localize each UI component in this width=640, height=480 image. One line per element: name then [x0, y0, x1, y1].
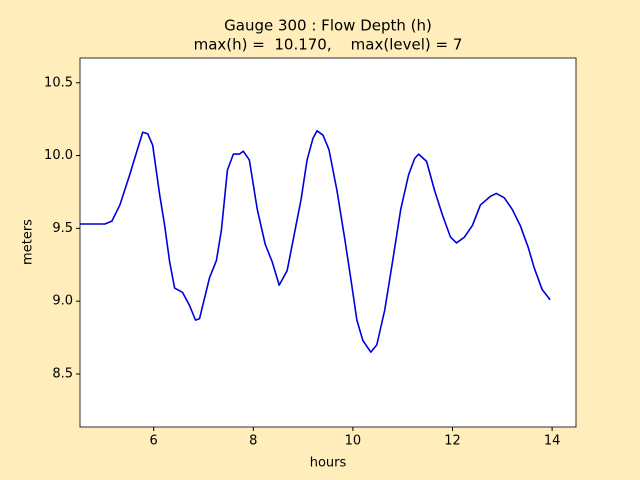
- y-axis-label: meters: [21, 219, 36, 265]
- x-tick-label: 12: [444, 434, 461, 449]
- title-line: max(h) = 10.170, max(level) = 7: [194, 36, 463, 54]
- y-tick-label: 8.5: [52, 366, 73, 381]
- y-tick-label: 9.0: [52, 294, 73, 309]
- axes-frame: [79, 57, 577, 428]
- x-tick-label: 14: [544, 434, 561, 449]
- y-tick-label: 9.5: [52, 221, 73, 236]
- y-tick-label: 10.0: [44, 148, 73, 163]
- y-tick-label: 10.5: [44, 75, 73, 90]
- data-line: [80, 130, 551, 353]
- x-tick-label: 8: [249, 434, 257, 449]
- x-tick-label: 6: [150, 434, 158, 449]
- title-line: Gauge 300 : Flow Depth (h): [224, 17, 432, 35]
- x-axis-label: hours: [310, 456, 347, 471]
- x-tick-label: 10: [345, 434, 362, 449]
- plot-area: [80, 58, 576, 427]
